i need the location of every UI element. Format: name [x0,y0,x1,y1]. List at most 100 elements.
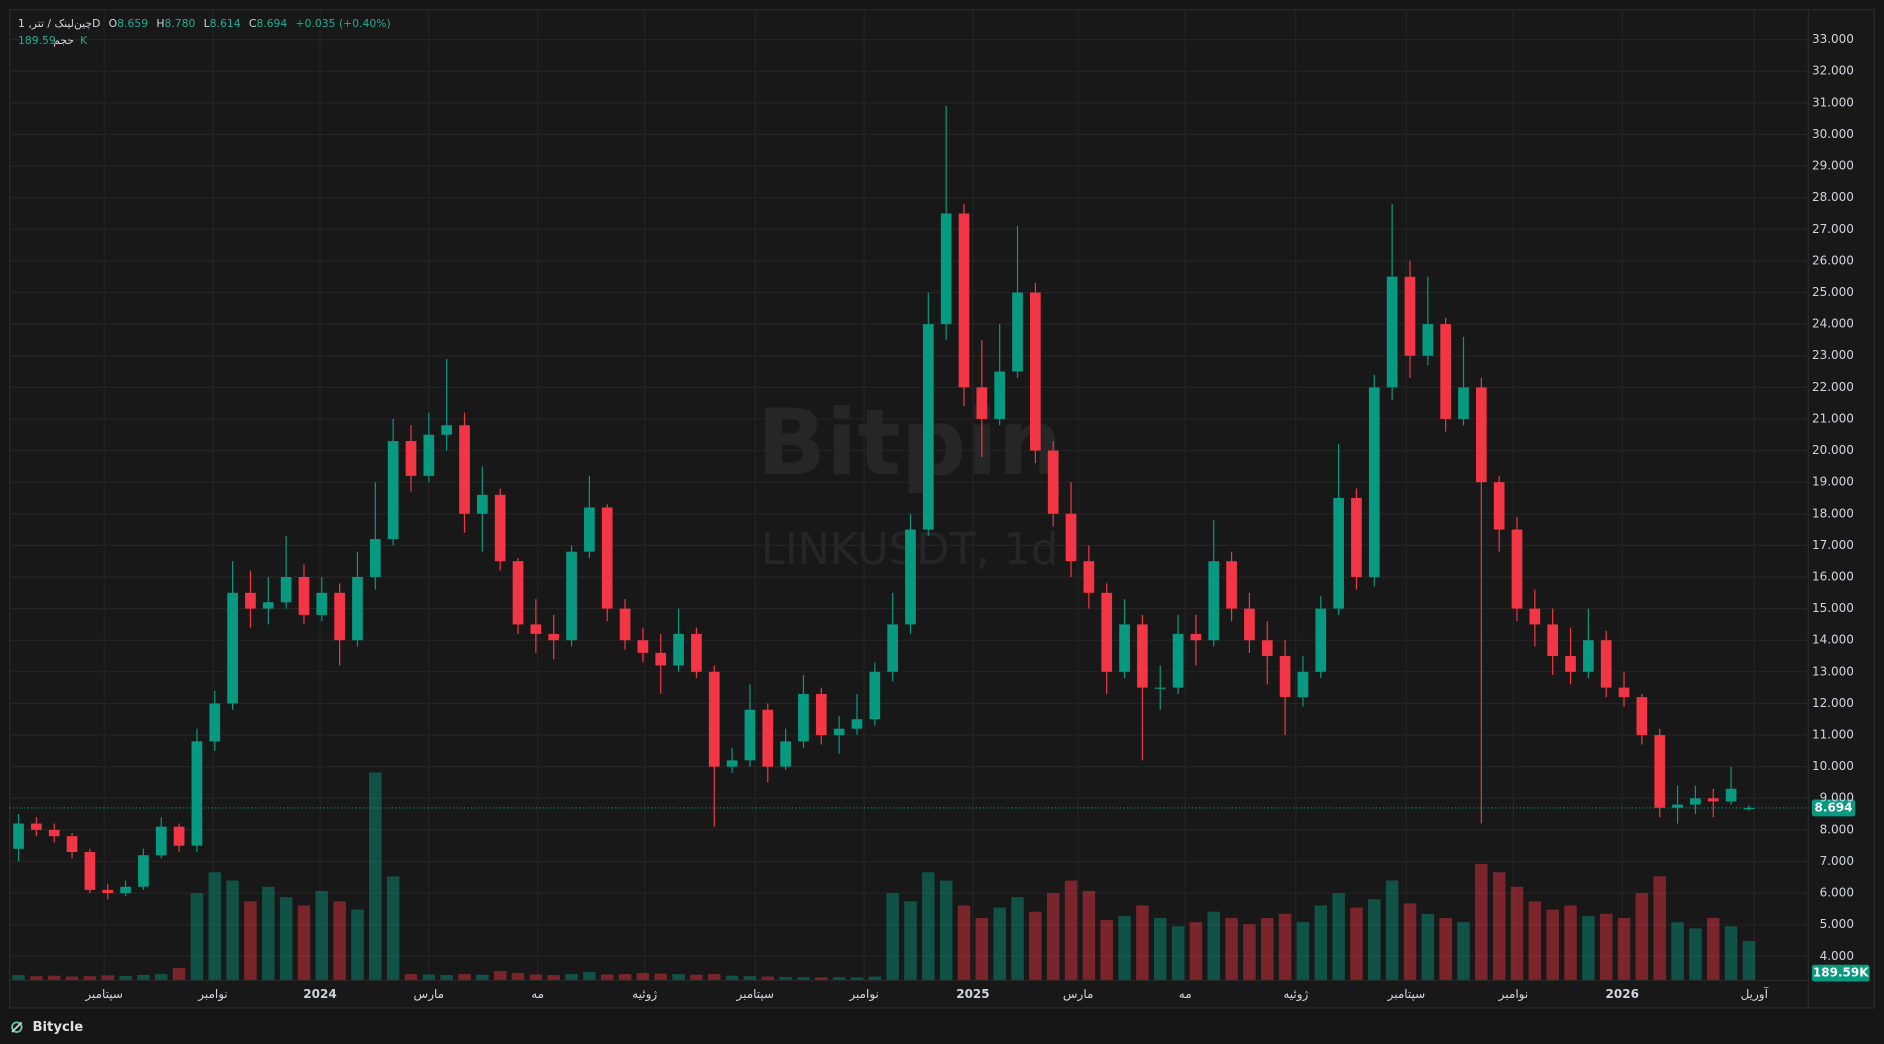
volume-bar [172,967,186,981]
volume-bar [30,976,43,981]
x-tick-label: نوامبر [197,987,228,1002]
volume-bar [279,897,293,981]
last-volume-label: 189.59K [1813,966,1869,980]
candle-body [1547,624,1559,657]
candle-body [84,851,96,890]
volume-bar [511,973,525,981]
volume-bar [654,973,667,981]
volume-bar [369,772,382,981]
open-value: 8.659 [117,17,148,30]
volume-bar [600,974,614,981]
candle-body [1226,561,1237,609]
candle-body [227,592,238,704]
volume-bar [333,901,346,981]
volume-bar [119,975,132,981]
candle-body [173,826,185,846]
x-tick-label: مارس [1063,987,1094,1002]
volume-bar [618,974,632,981]
y-tick-label: 9.000 [1820,791,1854,805]
volume-bar [1225,917,1238,981]
volume-bar [868,976,882,981]
candle-body [1208,561,1220,641]
volume-bar [244,901,257,981]
candle-body [1047,450,1059,514]
logo-ring [11,1021,23,1033]
volume-bar [1368,899,1381,981]
candle-body [905,529,916,625]
volume-bar [386,876,400,981]
volume-bar [493,970,507,981]
candle-body [958,213,970,388]
candle-body [476,494,488,514]
candle-body [1600,640,1612,688]
y-tick-label: 31.000 [1812,95,1854,109]
chart-pane [9,9,1875,1009]
volume-bar [1510,886,1524,981]
last-volume-tag [1811,964,1870,982]
volume-bar [743,976,757,981]
close-value: 8.694 [256,17,287,30]
y-tick-label: 32.000 [1812,64,1854,78]
volume-bar [1278,913,1292,981]
volume-bar [1599,913,1613,981]
last-price-tag [1811,799,1856,817]
candle-body [334,592,345,641]
candle-body [1440,324,1452,419]
x-tick-label: 2025 [956,987,989,1001]
candle-body [48,829,60,837]
volume-bar [815,977,828,981]
close-prefix: C [249,17,257,30]
brand-name[interactable]: Bitycle [32,1020,83,1035]
symbol: چین‌لینک / تتر, 1D [18,17,100,30]
y-tick-label: 25.000 [1812,285,1854,299]
x-tick-label: نوامبر [1498,987,1529,1002]
candle-body [1333,497,1344,609]
volume-bar [1653,876,1666,981]
candle-body [1083,561,1095,593]
x-tick-label: سپتامبر [735,987,774,1002]
y-tick-label: 30.000 [1812,127,1854,141]
volume-bar [1189,922,1203,981]
volume-header: حجم 189.59K [18,34,88,47]
candle-body [1707,798,1719,802]
volume-bar [690,974,703,981]
candle-body [762,709,774,767]
volume-bar [1100,920,1113,981]
candle-body [744,709,756,761]
candle-body [1386,276,1398,388]
candle-body [13,823,24,849]
volume-bar [1118,915,1131,981]
x-tick-label: سپتامبر [1387,987,1426,1002]
volume-bar [1064,880,1078,981]
y-tick-label: 14.000 [1812,633,1854,647]
y-tick-label: 12.000 [1812,696,1854,710]
volume-bar [458,974,471,981]
axes: 4.000 5.000 6.000 7.000 8.000 9.000 10.000 11.0… [84,32,1869,1002]
volume-bar [583,972,596,981]
candle-body [1297,671,1309,698]
volume-bar [1011,897,1024,981]
volume-bar [1350,907,1363,981]
y-tick-label: 17.000 [1812,538,1854,552]
candle-body [851,719,863,729]
candle-body [1351,497,1362,577]
x-tick-label: مه [1179,987,1192,1001]
change-value: +0.035 (+0.40%) [296,17,391,30]
volume-bar [939,880,953,981]
volume-bar [1724,926,1738,981]
candle-body [120,886,131,894]
candle-body [262,602,274,609]
candle-body [833,728,845,736]
y-tick-label: 28.000 [1812,190,1854,204]
volume-bar [1582,915,1595,981]
y-tick-label: 29.000 [1812,159,1854,173]
candle-body [1154,687,1166,689]
volume-bar [1528,901,1542,981]
y-tick-label: 5.000 [1820,917,1854,931]
high-value: 8.780 [164,17,195,30]
y-tick-label: 26.000 [1812,253,1854,267]
volume-bar [1046,893,1060,981]
candle-body [798,693,809,742]
candle-body [1565,656,1576,672]
